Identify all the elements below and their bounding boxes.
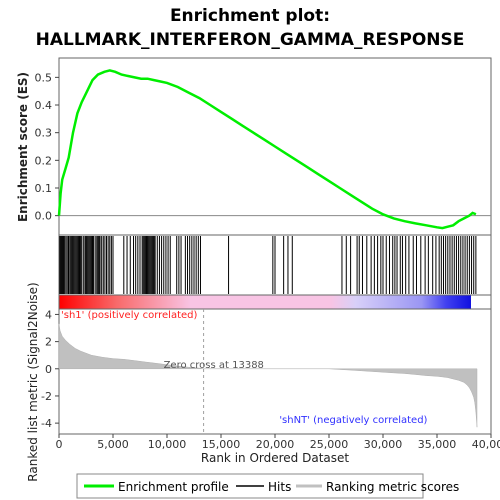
- metric-tick-label: 2: [45, 336, 52, 349]
- chart-title-line2: HALLMARK_INTERFERON_GAMMA_RESPONSE: [36, 30, 465, 50]
- es-tick-label: 0.5: [35, 71, 53, 84]
- x-tick-label: 40,000: [472, 438, 500, 451]
- x-tick-label: 5,000: [97, 438, 129, 451]
- es-y-ticks: 0.0 0.1 0.2 0.3 0.4 0.5: [35, 71, 59, 223]
- metric-y-ticks: -4 -2 0 2 4: [41, 308, 59, 430]
- enrichment-profile-line: [57, 69, 477, 230]
- x-tick-label: 30,000: [364, 438, 403, 451]
- hits-marks: [59, 236, 477, 294]
- x-tick-label: 10,000: [148, 438, 187, 451]
- es-tick-label: 0.4: [35, 99, 53, 112]
- x-tick-label: 25,000: [310, 438, 349, 451]
- x-axis-label: Rank in Ordered Dataset: [201, 451, 349, 465]
- legend-metric-label: Ranking metric scores: [326, 480, 459, 494]
- negative-correlation-label: 'shNT' (negatively correlated): [279, 415, 427, 426]
- x-tick-label: 0: [56, 438, 63, 451]
- zero-cross-label: Zero cross at 13388: [164, 360, 264, 371]
- ranking-metric-area: [58, 323, 478, 428]
- x-axis-ticks: 0 5,000 10,000 15,000 20,000 25,000 30,000 35,0…: [56, 434, 500, 451]
- legend-profile-label: Enrichment profile: [118, 480, 229, 494]
- x-tick-label: 20,000: [256, 438, 295, 451]
- es-tick-label: 0.3: [35, 127, 53, 140]
- x-tick-label: 15,000: [202, 438, 241, 451]
- metric-tick-label: -4: [41, 417, 52, 430]
- metric-y-axis-label: Ranked list metric (Signal2Noise): [26, 282, 40, 481]
- metric-tick-label: 0: [45, 363, 52, 376]
- es-y-axis-label: Enrichment score (ES): [16, 72, 30, 222]
- es-tick-label: 0.1: [35, 182, 53, 195]
- legend-hits-label: Hits: [268, 480, 291, 494]
- es-tick-label: 0.0: [35, 210, 53, 223]
- es-tick-label: 0.2: [35, 154, 53, 167]
- metric-tick-label: 4: [45, 308, 52, 321]
- chart-title-line1: Enrichment plot:: [170, 6, 330, 26]
- x-tick-label: 35,000: [418, 438, 457, 451]
- metric-tick-label: -2: [41, 390, 52, 403]
- rank-color-bar: [59, 295, 471, 309]
- positive-correlation-label: 'sh1' (positively correlated): [61, 310, 198, 321]
